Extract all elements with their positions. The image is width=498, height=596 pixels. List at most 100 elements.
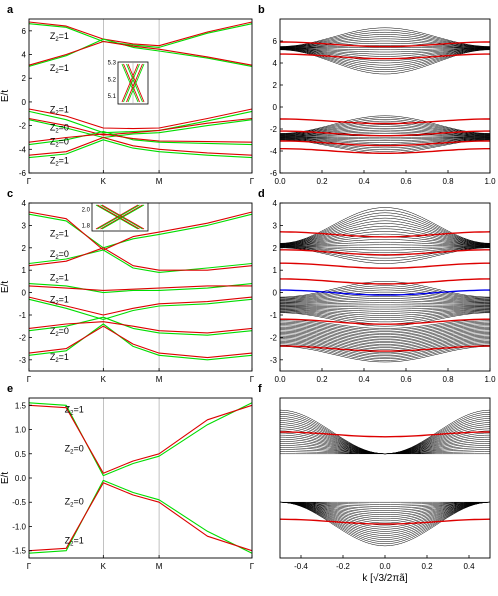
band-series-line xyxy=(28,402,253,477)
bulk-band-line xyxy=(279,293,491,302)
x-tick-label: K xyxy=(101,375,107,384)
x-axis-title-prefix: k [ xyxy=(362,573,373,584)
inset-crossing-line xyxy=(123,63,140,103)
z2-annotation: Z2=1 xyxy=(50,156,69,168)
x-tick-label: 0.2 xyxy=(316,177,328,186)
z2-annotation: Z2=0 xyxy=(65,443,84,455)
band-series-line xyxy=(28,321,253,334)
z2-symbol: Z xyxy=(65,443,71,453)
bulk-band-line xyxy=(279,323,491,334)
bulk-band-line xyxy=(279,307,491,312)
panel-frame-d xyxy=(279,202,491,372)
x-tick-label: Γ xyxy=(250,177,255,186)
panel-frame-a xyxy=(28,18,253,174)
z2-symbol: Z xyxy=(50,272,56,282)
x-tick-label: M xyxy=(156,562,163,571)
y-axis-title: E/t xyxy=(0,472,11,484)
y-tick-label: 2 xyxy=(273,244,278,253)
y-tick-label: 3 xyxy=(22,221,27,230)
y-tick-label: 0 xyxy=(273,103,278,112)
bulk-band-line xyxy=(279,289,491,301)
bulk-band-line xyxy=(279,298,491,304)
edge-state-line xyxy=(280,249,490,256)
inset-crossing-line xyxy=(100,204,143,230)
bulk-band-line xyxy=(279,416,491,455)
bulk-band-line xyxy=(279,328,491,340)
bulk-band-line xyxy=(279,329,491,342)
y-tick-label: 1.0 xyxy=(15,426,27,435)
band-series-line xyxy=(28,296,253,316)
inset-y-tick-label: 5.1 xyxy=(108,94,117,100)
bulk-band-line xyxy=(280,138,490,149)
z2-symbol: Z xyxy=(50,31,56,41)
y-axis-title: E/t xyxy=(0,281,11,293)
band-series-line xyxy=(28,108,253,130)
z2-symbol: Z xyxy=(50,63,56,73)
bulk-band-line xyxy=(279,45,491,49)
bulk-band-line xyxy=(279,501,491,518)
y-tick-label: -4 xyxy=(19,145,27,154)
z2-subscript: 2 xyxy=(70,503,74,509)
bulk-band-line xyxy=(280,120,490,135)
edge-state-line xyxy=(280,41,490,48)
y-tick-label: -3 xyxy=(270,356,278,365)
z2-symbol: Z xyxy=(50,122,56,132)
z2-value: =1 xyxy=(74,405,84,415)
x-tick-label: -0.2 xyxy=(336,562,350,571)
z2-annotation: Z2=1 xyxy=(50,295,69,307)
x-tick-label: 0.6 xyxy=(400,177,412,186)
x-tick-label: 1.0 xyxy=(484,375,496,384)
x-tick-label: 0.4 xyxy=(358,375,370,384)
bulk-band-line xyxy=(279,332,491,345)
edge-state-line xyxy=(280,140,490,147)
bulk-band-line xyxy=(279,38,491,48)
bulk-band-line xyxy=(279,501,491,536)
bulk-band-line xyxy=(279,501,491,540)
bulk-band-line xyxy=(279,239,491,247)
bulk-band-line xyxy=(280,305,490,308)
z2-value: =0 xyxy=(74,443,84,453)
edge-state-line xyxy=(280,345,490,352)
bulk-band-line xyxy=(279,340,491,356)
bulk-band-line xyxy=(280,231,490,246)
band-series-line xyxy=(28,479,253,554)
bulk-band-line xyxy=(280,311,490,323)
z2-value: =0 xyxy=(74,497,84,507)
bulk-band-line xyxy=(280,40,490,48)
band-series-line xyxy=(28,482,253,552)
bulk-band-line xyxy=(279,48,491,57)
band-series-line xyxy=(28,323,253,361)
z2-annotation: Z2=0 xyxy=(65,497,84,509)
edge-state-line xyxy=(280,147,490,155)
inset-crossing-line xyxy=(126,63,143,103)
bulk-band-line xyxy=(279,338,491,353)
x-tick-label: 0.2 xyxy=(421,562,433,571)
bulk-band-line xyxy=(279,48,491,66)
bulk-band-line xyxy=(280,333,490,347)
z2-annotation: Z2=1 xyxy=(65,405,84,417)
band-series-line xyxy=(28,285,252,291)
bulk-band-line xyxy=(279,321,491,332)
inset-crossing-line xyxy=(127,63,145,103)
x-tick-label: 0.0 xyxy=(274,375,286,384)
bulk-band-line xyxy=(279,501,491,520)
bulk-band-line xyxy=(280,309,490,318)
band-series-line xyxy=(28,119,253,139)
inset-crossing-line xyxy=(95,204,139,230)
y-tick-label: 0 xyxy=(22,98,27,107)
band-series-line xyxy=(28,130,253,146)
bulk-band-line xyxy=(279,335,491,350)
x-tick-label: Γ xyxy=(250,375,255,384)
bulk-band-line xyxy=(280,312,490,327)
bulk-band-line xyxy=(280,451,490,455)
bulk-band-line xyxy=(280,244,490,247)
x-tick-label: 0.0 xyxy=(274,177,286,186)
z2-subscript: 2 xyxy=(55,278,59,284)
bulk-band-line xyxy=(279,324,491,336)
bulk-band-line xyxy=(279,334,491,348)
z2-symbol: Z xyxy=(50,156,56,166)
z2-value: =1 xyxy=(59,31,69,41)
bulk-band-line xyxy=(279,445,491,455)
inset-y-tick-label: 5.3 xyxy=(108,61,117,67)
x-tick-label: 0.2 xyxy=(316,375,328,384)
